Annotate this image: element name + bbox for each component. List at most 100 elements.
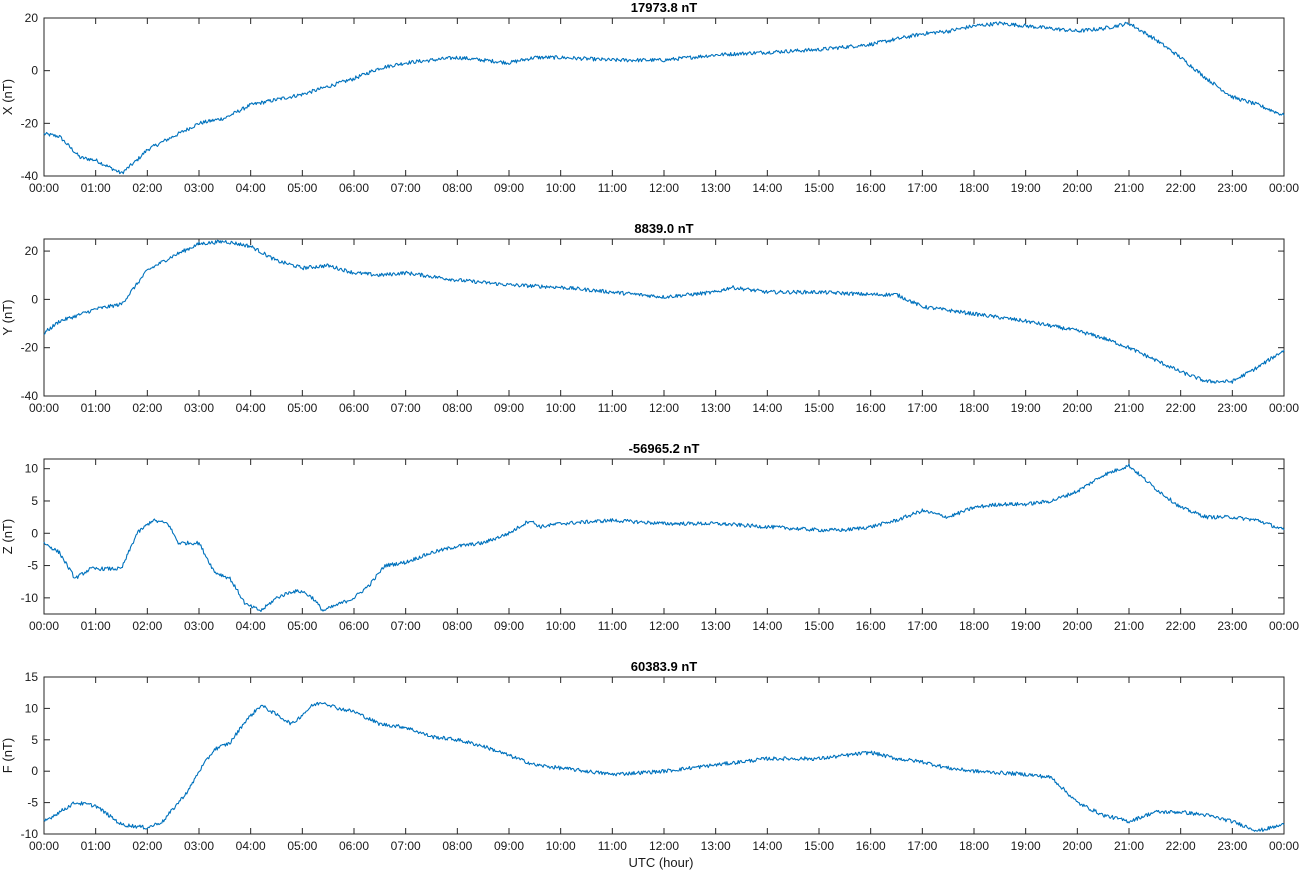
x-tick-label: 14:00 — [752, 181, 782, 195]
x-tick-label: 09:00 — [494, 839, 524, 853]
x-tick-label: 05:00 — [287, 619, 317, 633]
y-tick-label: -5 — [27, 796, 38, 810]
panel-4: 60383.9 nT F (nT) 00:00 01:00 02:00 03:00 04:0… — [0, 659, 1299, 853]
x-tick-label: 05:00 — [287, 401, 317, 415]
x-tick-label: 01:00 — [81, 619, 111, 633]
y-axis-label: Z (nT) — [0, 519, 15, 554]
x-tick-label: 17:00 — [907, 619, 937, 633]
x-tick-label: 00:00 — [29, 839, 59, 853]
x-tick-label: 13:00 — [701, 181, 731, 195]
x-tick-label: 01:00 — [81, 181, 111, 195]
y-tick-label: -40 — [21, 389, 39, 403]
y-tick-label: 20 — [25, 244, 39, 258]
panel-title: 8839.0 nT — [634, 221, 693, 236]
x-tick-label: 17:00 — [907, 181, 937, 195]
x-tick-label: 09:00 — [494, 619, 524, 633]
x-tick-label: 11:00 — [598, 839, 627, 853]
x-tick-label: 14:00 — [752, 619, 782, 633]
x-tick-label: 00:00 — [29, 181, 59, 195]
x-tick-label: 01:00 — [81, 839, 111, 853]
y-tick-label: 0 — [31, 292, 38, 306]
y-axis-label: Y (nT) — [0, 300, 15, 336]
x-tick-label: 22:00 — [1166, 619, 1196, 633]
x-tick-label: 00:00 — [1269, 839, 1299, 853]
x-tick-label: 14:00 — [752, 401, 782, 415]
y-tick-label: -10 — [21, 591, 39, 605]
x-tick-label: 12:00 — [649, 839, 679, 853]
x-tick-label: 02:00 — [132, 619, 162, 633]
x-tick-label: 22:00 — [1166, 401, 1196, 415]
y-tick-label: -40 — [21, 169, 39, 183]
x-tick-label: 19:00 — [1011, 181, 1041, 195]
panel-title: 17973.8 nT — [631, 0, 698, 15]
x-tick-label: 16:00 — [856, 401, 886, 415]
x-tick-label: 00:00 — [1269, 181, 1299, 195]
y-axis-label: X (nT) — [0, 79, 15, 115]
x-tick-label: 02:00 — [132, 839, 162, 853]
x-tick-label: 06:00 — [339, 181, 369, 195]
x-tick-label: 15:00 — [804, 619, 834, 633]
x-tick-label: 20:00 — [1062, 181, 1092, 195]
x-tick-label: 04:00 — [236, 839, 266, 853]
x-tick-label: 21:00 — [1114, 401, 1144, 415]
y-tick-label: 15 — [25, 670, 39, 684]
panel-title: 60383.9 nT — [631, 659, 698, 674]
x-tick-label: 05:00 — [287, 181, 317, 195]
x-tick-label: 00:00 — [1269, 401, 1299, 415]
series-line — [43, 463, 1285, 613]
x-tick-label: 03:00 — [184, 839, 214, 853]
plot-frame — [43, 238, 1285, 397]
x-tick-label: 23:00 — [1217, 839, 1247, 853]
x-tick-label: 19:00 — [1011, 401, 1041, 415]
y-tick-label: 0 — [31, 526, 38, 540]
x-tick-label: 10:00 — [546, 839, 576, 853]
x-tick-label: 00:00 — [29, 619, 59, 633]
x-tick-label: 04:00 — [236, 619, 266, 633]
x-tick-label: 14:00 — [752, 839, 782, 853]
panel-title: -56965.2 nT — [629, 441, 700, 456]
x-tick-label: 17:00 — [907, 401, 937, 415]
x-tick-label: 10:00 — [546, 619, 576, 633]
x-tick-label: 01:00 — [81, 401, 111, 415]
x-tick-label: 13:00 — [701, 839, 731, 853]
x-tick-label: 07:00 — [391, 839, 421, 853]
x-tick-label: 11:00 — [598, 181, 627, 195]
x-tick-label: 17:00 — [907, 839, 937, 853]
x-tick-label: 04:00 — [236, 181, 266, 195]
y-tick-label: 0 — [31, 764, 38, 778]
x-tick-label: 18:00 — [959, 401, 989, 415]
x-tick-label: 15:00 — [804, 181, 834, 195]
x-tick-label: 19:00 — [1011, 619, 1041, 633]
x-tick-label: 15:00 — [804, 401, 834, 415]
x-tick-label: 20:00 — [1062, 619, 1092, 633]
x-tick-label: 18:00 — [959, 619, 989, 633]
plot-frame — [43, 676, 1285, 835]
x-tick-label: 07:00 — [391, 619, 421, 633]
x-tick-label: 18:00 — [959, 839, 989, 853]
y-tick-label: -10 — [21, 827, 39, 841]
y-tick-label: 20 — [25, 11, 39, 25]
x-tick-label: 03:00 — [184, 619, 214, 633]
x-tick-label: 20:00 — [1062, 401, 1092, 415]
x-tick-label: 16:00 — [856, 181, 886, 195]
x-tick-label: 08:00 — [442, 619, 472, 633]
x-tick-label: 15:00 — [804, 839, 834, 853]
series-line — [43, 701, 1285, 832]
x-tick-label: 23:00 — [1217, 401, 1247, 415]
x-tick-label: 06:00 — [339, 619, 369, 633]
y-tick-label: 0 — [31, 64, 38, 78]
plot-frame — [43, 458, 1285, 615]
x-tick-label: 13:00 — [701, 619, 731, 633]
x-tick-label: 09:00 — [494, 181, 524, 195]
x-tick-label: 12:00 — [649, 401, 679, 415]
x-tick-label: 02:00 — [132, 401, 162, 415]
x-tick-label: 19:00 — [1011, 839, 1041, 853]
series-line — [43, 21, 1285, 175]
x-tick-label: 21:00 — [1114, 839, 1144, 853]
x-tick-label: 23:00 — [1217, 181, 1247, 195]
x-tick-label: 08:00 — [442, 401, 472, 415]
x-tick-label: 04:00 — [236, 401, 266, 415]
panel-3: -56965.2 nT Z (nT) 00:00 01:00 02:00 03:00 04:… — [0, 441, 1299, 633]
x-tick-label: 20:00 — [1062, 839, 1092, 853]
x-tick-label: 10:00 — [546, 401, 576, 415]
